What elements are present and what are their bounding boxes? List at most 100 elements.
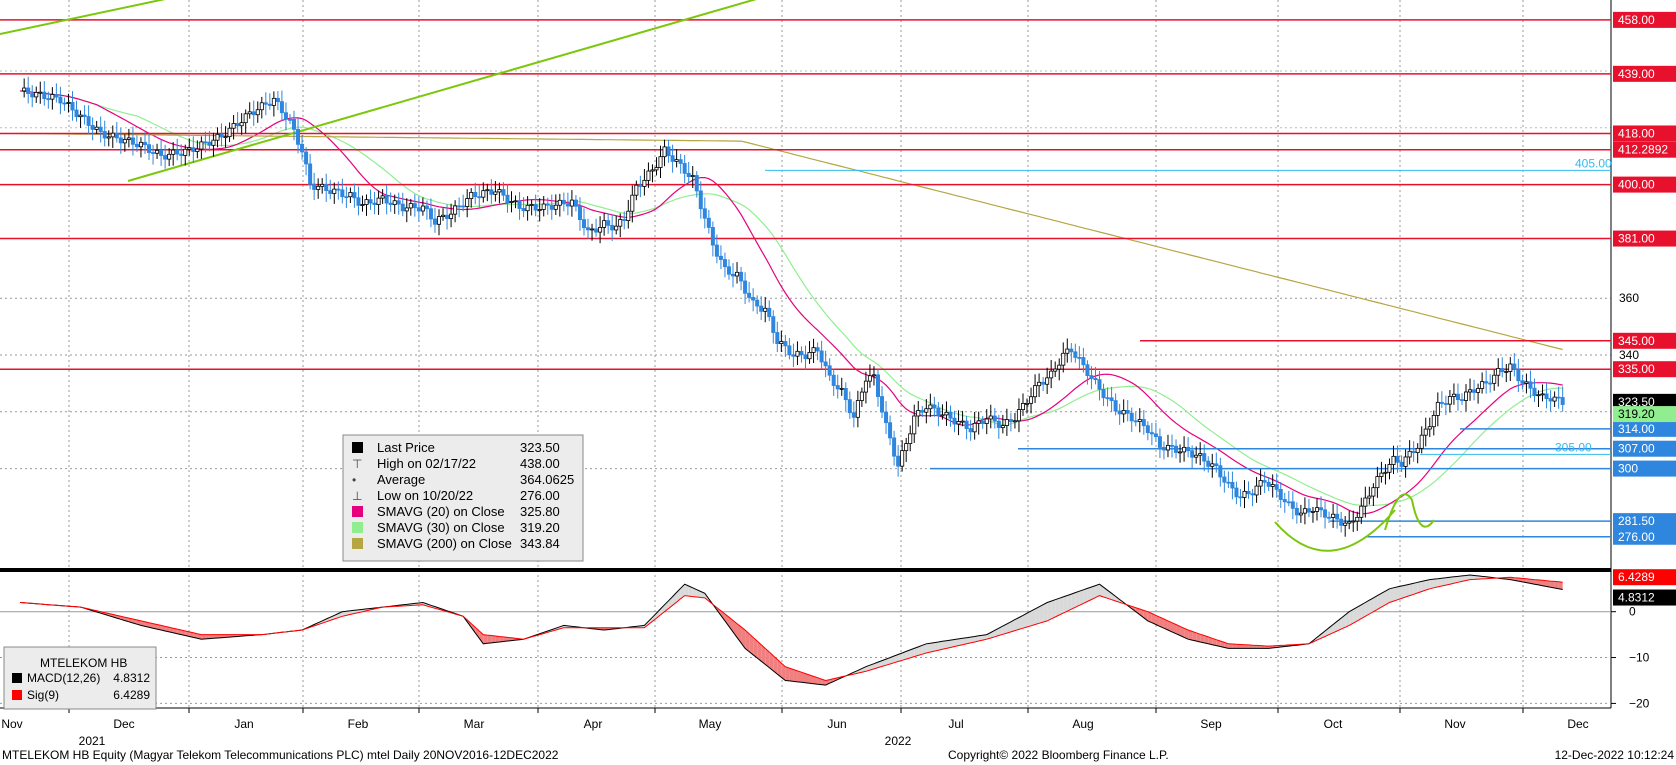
candle-body (1109, 397, 1114, 402)
candle-body (457, 205, 462, 208)
candle-body (469, 192, 474, 200)
candle (557, 193, 562, 217)
candle (602, 213, 607, 236)
price-badge-bg (1613, 393, 1676, 410)
candle-body (207, 141, 212, 146)
x-month-label: Jun (827, 717, 846, 731)
candle (243, 109, 248, 134)
candle-body (1544, 393, 1549, 400)
candle-body (751, 297, 756, 301)
candle (1492, 369, 1497, 391)
macd-fill (906, 649, 911, 660)
candle (304, 147, 309, 176)
legend-row: ⊥ Low on 10/20/22 276.00 (352, 488, 560, 503)
candle-body (646, 170, 651, 181)
candle-body (126, 137, 131, 140)
macd-fill (894, 654, 899, 663)
candle (916, 401, 921, 427)
macd-fill (922, 643, 927, 655)
macd-fill (1196, 632, 1201, 642)
candle-body (1246, 490, 1251, 495)
macd-fill (140, 620, 145, 627)
macd-fill (861, 666, 866, 673)
macd-fill (1228, 643, 1233, 649)
candle (944, 401, 949, 426)
candle (871, 366, 876, 386)
level-badge-label: 412.2892 (1618, 143, 1668, 157)
candle-body (1492, 374, 1497, 384)
candle (811, 338, 816, 364)
macd-fill (1091, 585, 1096, 600)
candle-body (807, 351, 812, 360)
macd-fill (205, 634, 210, 639)
candle (1476, 383, 1481, 404)
level-badge-label: 439.00 (1618, 67, 1655, 81)
candle (1069, 343, 1074, 363)
candle (928, 393, 933, 417)
candle-body (223, 136, 228, 139)
x-year-label: 2022 (885, 734, 912, 748)
candle (384, 184, 389, 215)
candle-body (86, 116, 91, 126)
candle (22, 78, 27, 98)
candle (1480, 372, 1485, 394)
macd-fill (785, 666, 790, 681)
candle-body (1331, 513, 1336, 518)
macd-fill (994, 628, 999, 637)
candle (590, 223, 595, 241)
candle (867, 364, 872, 388)
macd-fill (1421, 580, 1426, 592)
candle (219, 123, 224, 147)
candle (255, 101, 260, 123)
candle (412, 194, 417, 217)
candle-body (1073, 351, 1078, 358)
level-badge: 345.00 (1613, 332, 1676, 349)
candle (110, 125, 115, 148)
candle (847, 391, 852, 419)
candle (263, 92, 268, 116)
candle-body (1431, 414, 1436, 428)
macd-fill (1413, 582, 1418, 595)
macd-fill (966, 637, 971, 644)
candle (1117, 403, 1122, 425)
candle (1459, 393, 1464, 406)
candle-body (1117, 410, 1122, 415)
candle (432, 207, 437, 233)
macd-fill (1453, 576, 1458, 584)
candle (1310, 506, 1315, 523)
macd-fill (1035, 606, 1040, 625)
candle (436, 209, 441, 236)
candle (1391, 445, 1396, 475)
candle-body (1399, 461, 1404, 467)
macd-fill (1192, 631, 1197, 642)
candle (823, 350, 828, 378)
candle-body (1359, 505, 1364, 518)
candle-body (1423, 428, 1428, 436)
level-badge-bg (1613, 440, 1676, 457)
candle-body (1524, 381, 1529, 384)
candle-body (1298, 512, 1303, 516)
macd-fill (1530, 579, 1535, 585)
candle-body (1198, 453, 1203, 456)
macd-fill (1385, 588, 1390, 605)
candle (674, 149, 679, 168)
candle-body (553, 204, 558, 210)
macd-fill (1095, 584, 1100, 598)
candle (932, 396, 937, 417)
macd-fill (209, 634, 214, 639)
candle (134, 135, 139, 152)
candle (481, 182, 486, 203)
candle-body (155, 149, 160, 154)
candle-body (1258, 480, 1263, 487)
candle-body (167, 153, 172, 160)
candle (525, 196, 530, 221)
macd-fill (1167, 620, 1173, 632)
macd-fill (898, 652, 903, 662)
macd-fill (1433, 578, 1438, 588)
candle-body (586, 227, 591, 231)
candle (106, 130, 111, 147)
candle-body (1045, 377, 1050, 385)
candle (320, 178, 325, 194)
legend-label: Average (377, 472, 425, 487)
